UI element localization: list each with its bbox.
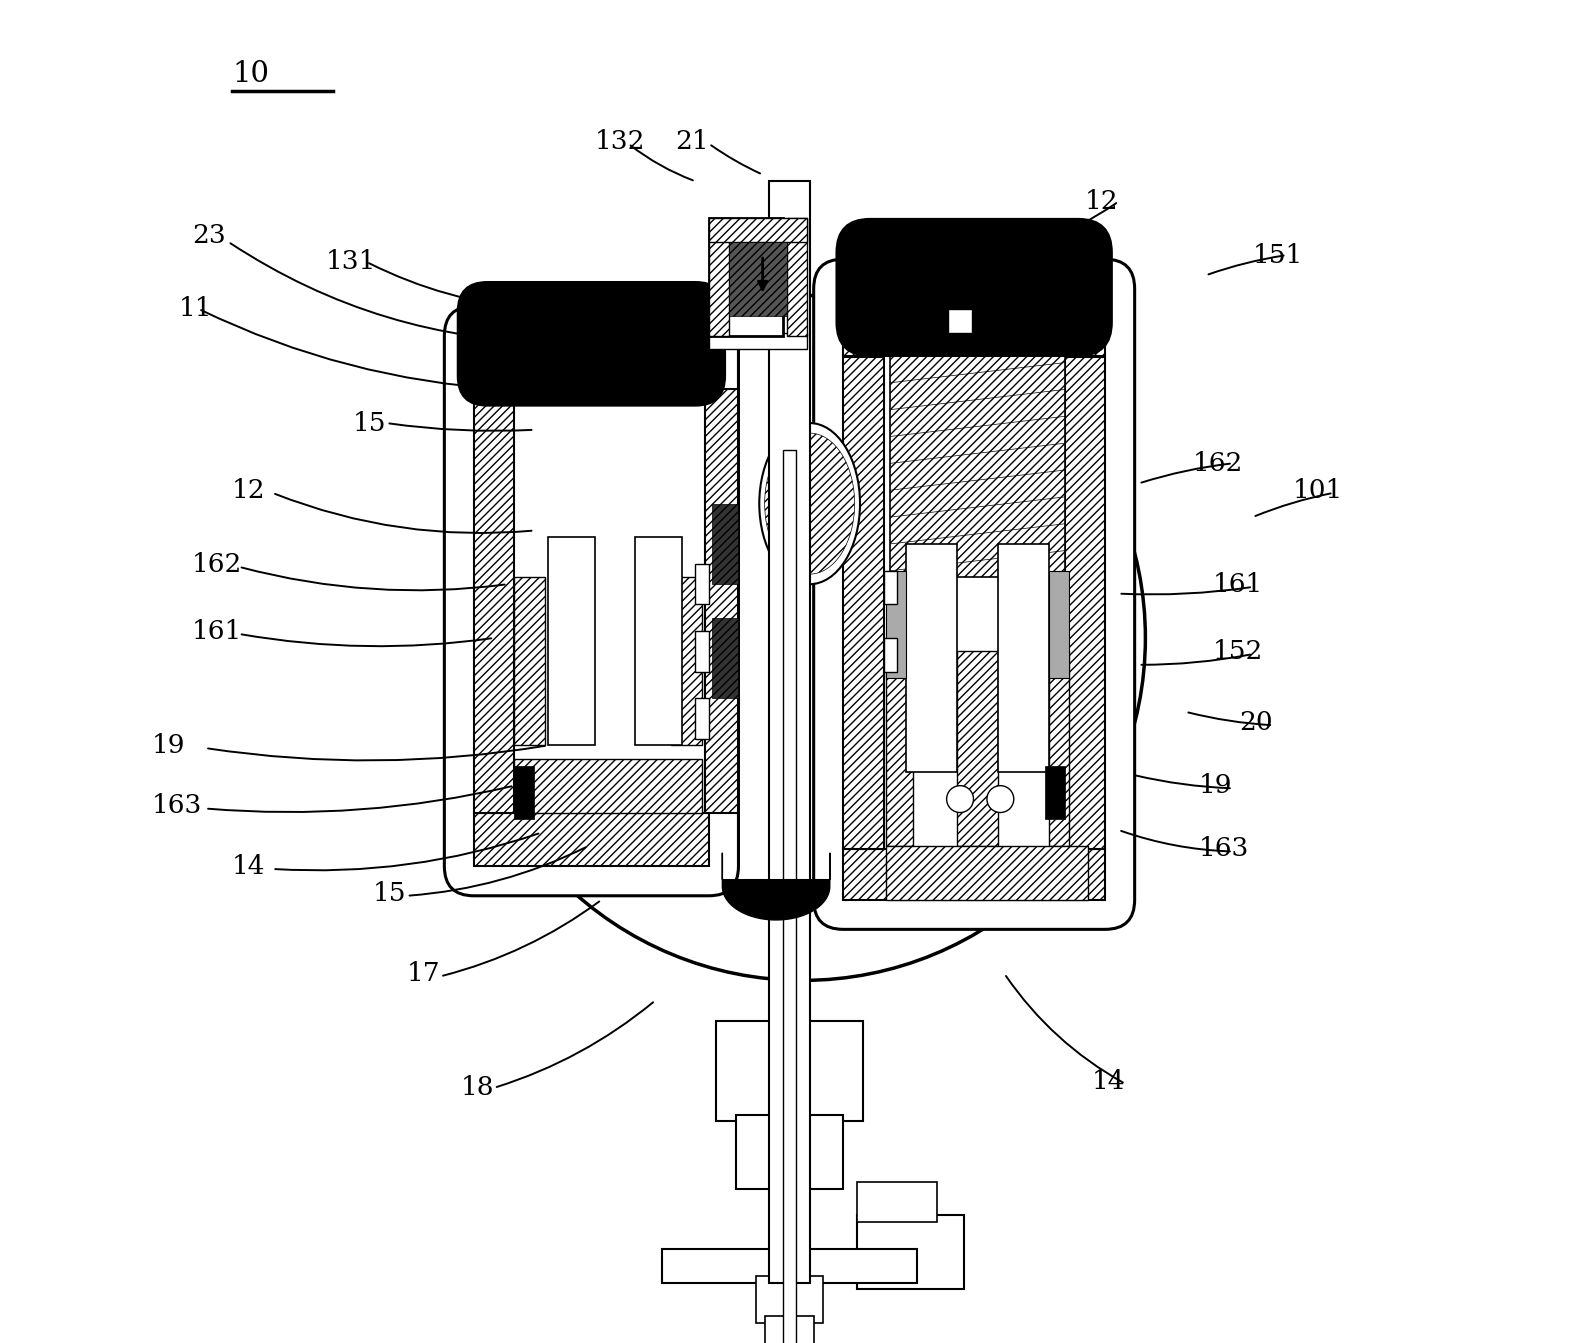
Bar — [783, 450, 796, 1343]
Text: 19: 19 — [1198, 774, 1233, 798]
Text: 18: 18 — [461, 1076, 494, 1100]
Bar — [474, 813, 709, 866]
Bar — [548, 537, 595, 745]
Bar — [709, 218, 729, 336]
Text: 11: 11 — [178, 297, 212, 321]
Bar — [857, 1215, 965, 1289]
Bar — [857, 1182, 938, 1222]
Bar — [695, 564, 709, 604]
Bar — [1025, 321, 1085, 351]
Text: 152: 152 — [1213, 639, 1263, 663]
FancyBboxPatch shape — [458, 282, 725, 406]
Bar — [957, 651, 998, 846]
FancyBboxPatch shape — [813, 259, 1135, 929]
Bar — [671, 577, 703, 745]
Bar — [843, 357, 884, 849]
Bar — [474, 389, 515, 813]
Bar — [843, 305, 1105, 356]
Bar — [709, 218, 783, 336]
Bar — [884, 638, 897, 672]
Bar — [766, 1316, 813, 1343]
Circle shape — [987, 786, 1014, 813]
Bar — [843, 849, 1105, 900]
Text: 19: 19 — [152, 733, 185, 757]
Bar — [704, 389, 739, 813]
Ellipse shape — [759, 423, 861, 584]
Text: 151: 151 — [1252, 243, 1303, 267]
Text: 10: 10 — [232, 60, 268, 87]
Bar — [756, 1276, 823, 1323]
Bar — [695, 698, 709, 739]
Bar — [891, 356, 1064, 577]
FancyBboxPatch shape — [444, 306, 739, 896]
Bar — [715, 1021, 864, 1121]
Bar — [712, 504, 739, 584]
Bar — [769, 181, 810, 1283]
Bar — [709, 218, 807, 242]
Text: 23: 23 — [193, 223, 226, 247]
Bar — [786, 218, 807, 336]
Bar — [884, 571, 897, 604]
Text: 13: 13 — [461, 290, 494, 314]
Text: 162: 162 — [193, 552, 242, 576]
Text: 131: 131 — [327, 250, 376, 274]
Bar — [515, 759, 703, 813]
Bar — [886, 571, 906, 678]
Bar — [906, 544, 957, 772]
Text: 12: 12 — [232, 478, 265, 502]
Bar — [1064, 357, 1105, 849]
Text: 161: 161 — [193, 619, 242, 643]
Text: 20: 20 — [1240, 710, 1273, 735]
FancyBboxPatch shape — [837, 219, 1112, 356]
Bar — [712, 618, 739, 698]
Bar — [515, 577, 545, 745]
Bar — [662, 372, 695, 396]
Bar — [695, 631, 709, 672]
Circle shape — [947, 786, 974, 813]
Text: 15: 15 — [354, 411, 387, 435]
Bar — [1045, 766, 1064, 819]
Bar — [474, 336, 709, 389]
Bar — [947, 309, 973, 333]
Text: 21: 21 — [676, 129, 709, 153]
Bar — [1048, 651, 1069, 846]
Ellipse shape — [764, 432, 854, 575]
Bar — [736, 1115, 843, 1189]
Bar — [635, 537, 682, 745]
Text: 162: 162 — [1192, 451, 1243, 475]
Text: 132: 132 — [595, 129, 646, 153]
Bar — [515, 766, 534, 819]
Text: 15: 15 — [373, 881, 407, 905]
Text: 101: 101 — [1293, 478, 1344, 502]
Bar — [729, 242, 786, 316]
Bar — [886, 651, 913, 846]
Text: 14: 14 — [1091, 1069, 1126, 1093]
Text: 17: 17 — [407, 962, 441, 986]
Bar — [1048, 571, 1069, 678]
Text: 14: 14 — [232, 854, 265, 878]
Bar — [662, 1249, 917, 1283]
Text: 163: 163 — [1198, 837, 1249, 861]
Polygon shape — [722, 853, 831, 920]
Bar — [998, 544, 1048, 772]
Bar — [501, 372, 554, 396]
Bar — [870, 321, 930, 351]
Bar — [886, 846, 1088, 900]
Bar — [709, 333, 807, 349]
Text: 12: 12 — [1085, 189, 1118, 214]
Text: 161: 161 — [1213, 572, 1263, 596]
Text: 163: 163 — [152, 794, 202, 818]
